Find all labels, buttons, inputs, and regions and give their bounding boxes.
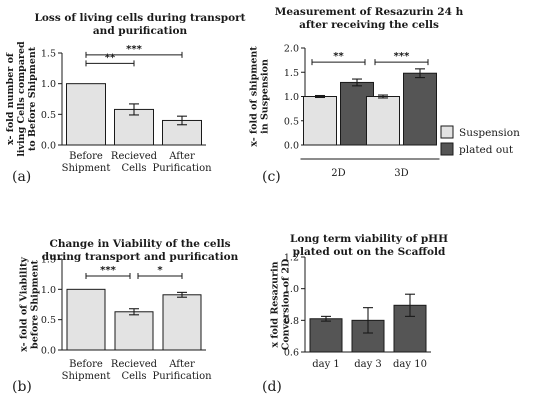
bar-plated-out bbox=[403, 72, 437, 146]
y-tick-label: 0.5 bbox=[284, 116, 299, 127]
significance-label: ** bbox=[105, 52, 116, 63]
significance-label: *** bbox=[394, 51, 410, 62]
x-category-label: After bbox=[168, 359, 195, 370]
x-category-label: day 10 bbox=[393, 359, 427, 370]
x-category-label: Shipment bbox=[62, 163, 111, 174]
y-axis-label-line: x- fold of shipment bbox=[249, 46, 260, 147]
y-tick-label: 0.8 bbox=[284, 316, 299, 327]
y-tick-label: 0.6 bbox=[284, 348, 299, 359]
y-tick-label: 1.5 bbox=[284, 68, 299, 79]
x-category-label: day 1 bbox=[312, 359, 340, 370]
significance-label: ** bbox=[333, 51, 344, 62]
y-tick-label: 1.0 bbox=[41, 79, 56, 90]
x-category-label: Cells bbox=[121, 371, 146, 382]
y-tick-label: 0.0 bbox=[41, 141, 56, 152]
bar-suspension bbox=[366, 96, 400, 146]
x-category-label: day 3 bbox=[354, 359, 382, 370]
chart-title-line: Long term viability of pHH bbox=[290, 233, 448, 245]
y-tick-label: 1.2 bbox=[284, 253, 299, 264]
y-axis-label-line: x fold Resazurin bbox=[270, 261, 281, 347]
legend-swatch bbox=[440, 142, 454, 156]
legend-label: plated out bbox=[459, 144, 514, 156]
legend-label: Suspension bbox=[459, 127, 520, 139]
x-category-label: Recieved bbox=[111, 151, 158, 162]
bar bbox=[162, 294, 202, 351]
x-category-label: Before bbox=[69, 359, 103, 370]
x-category-label: Recieved bbox=[111, 359, 158, 370]
panel-label: (b) bbox=[12, 379, 32, 395]
x-category-label: 2D bbox=[331, 168, 345, 179]
chart-title-line: Loss of living cells during transport bbox=[35, 12, 246, 24]
x-category-label: 3D bbox=[394, 168, 408, 179]
legend-swatch bbox=[440, 125, 454, 139]
x-category-label: Before bbox=[69, 151, 103, 162]
y-tick-label: 1.5 bbox=[41, 49, 56, 60]
y-tick-label: 1.0 bbox=[284, 284, 299, 295]
bar bbox=[66, 288, 106, 351]
y-axis-label-line: living Cells compared bbox=[16, 41, 27, 157]
chart-title-line: after receiving the cells bbox=[299, 19, 439, 31]
y-tick-label: 0.0 bbox=[284, 141, 299, 152]
y-axis-label-line: to Before Shipment bbox=[27, 46, 38, 151]
y-tick-label: 1.0 bbox=[41, 285, 56, 296]
bar bbox=[114, 311, 154, 351]
y-tick-label: 1.5 bbox=[41, 255, 56, 266]
bar bbox=[309, 318, 343, 353]
chart-title-line: plated out on the Scaffold bbox=[293, 246, 446, 258]
y-tick-label: 0.5 bbox=[41, 110, 56, 121]
panel-label: (d) bbox=[262, 379, 282, 395]
x-category-label: Purification bbox=[152, 371, 212, 382]
y-axis-label-line: Conversion of 2D bbox=[281, 259, 292, 350]
significance-label: *** bbox=[100, 265, 116, 276]
chart-title-line: Measurement of Resazurin 24 h bbox=[275, 6, 464, 18]
y-axis-label-line: in Suspension bbox=[260, 59, 271, 134]
y-axis-label-line: before Shipment bbox=[30, 259, 41, 348]
y-tick-label: 0.5 bbox=[41, 315, 56, 326]
panel-label: (c) bbox=[262, 169, 281, 185]
chart-title-line: during transport and purification bbox=[42, 251, 239, 263]
chart-title-line: and purification bbox=[93, 25, 188, 37]
significance-label: * bbox=[157, 265, 163, 276]
panel-label: (a) bbox=[12, 169, 31, 185]
y-tick-label: 0.0 bbox=[41, 346, 56, 357]
y-tick-label: 2.0 bbox=[284, 44, 299, 55]
bar-suspension bbox=[303, 96, 337, 146]
y-tick-label: 1.0 bbox=[284, 92, 299, 103]
y-axis-label-line: x- fold of Viability bbox=[19, 257, 30, 352]
bar bbox=[66, 83, 106, 146]
x-category-label: After bbox=[168, 151, 195, 162]
x-category-label: Cells bbox=[121, 163, 146, 174]
chart-title-line: Change in Viability of the cells bbox=[49, 238, 230, 250]
x-category-label: Purification bbox=[152, 163, 212, 174]
x-category-label: Shipment bbox=[62, 371, 111, 382]
y-axis-label-line: x- fold number of bbox=[5, 52, 16, 145]
significance-label: *** bbox=[126, 44, 142, 55]
